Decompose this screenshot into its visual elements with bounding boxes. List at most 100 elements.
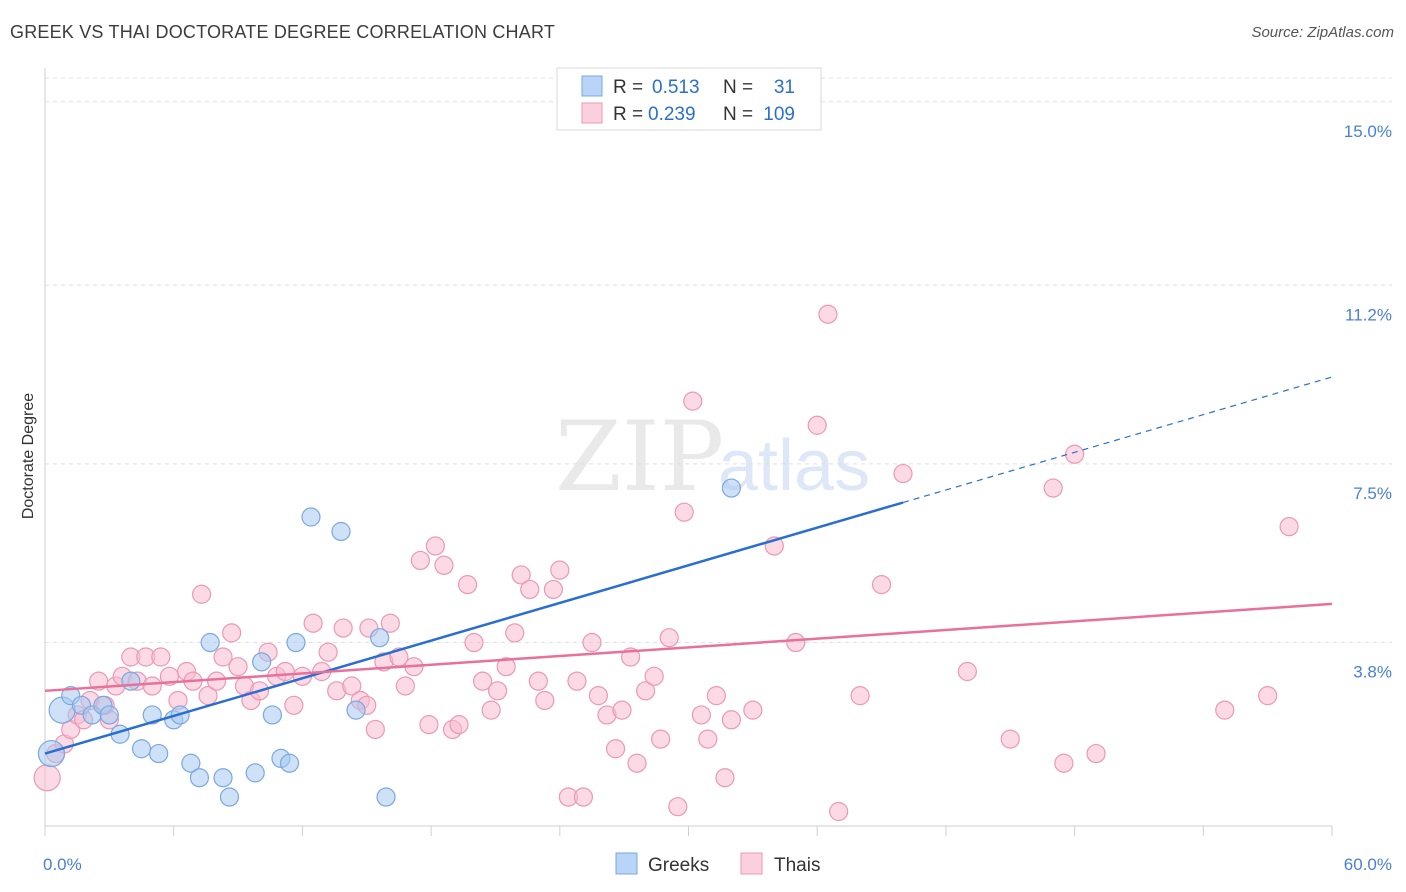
- y-tick-labels: 3.8% 7.5% 11.2% 15.0%: [1344, 122, 1392, 682]
- thai-point-106: [1279, 517, 1299, 537]
- thai-point-89: [721, 710, 742, 730]
- thai-point-70: [573, 787, 593, 807]
- legend-n-value-greeks: 31: [774, 77, 795, 98]
- legend-n-value-thais: 109: [763, 104, 795, 125]
- legend: R = 0.513 N = 31 R = 0.239 N = 109: [556, 67, 822, 131]
- thai-point-57: [472, 671, 493, 691]
- greek-point-17: [213, 768, 233, 788]
- legend-r-value-thais: 0.239: [648, 104, 696, 125]
- grid-lines: [45, 77, 1392, 644]
- watermark-atlas: atlas: [718, 426, 870, 506]
- x-tick-label-max: 60.0%: [1344, 855, 1392, 874]
- y-axis-title: Doctorate Degree: [20, 393, 37, 519]
- greek-point-29: [376, 787, 396, 807]
- thai-point-87: [706, 686, 726, 706]
- thai-point-16: [151, 647, 171, 667]
- greek-point-23: [279, 753, 300, 773]
- greek-point-11: [149, 743, 169, 764]
- greeks-trend-line: [44, 501, 904, 755]
- thai-point-79: [644, 666, 664, 686]
- bottom-legend-swatch-greeks: [615, 852, 638, 875]
- thai-point-82: [668, 797, 688, 817]
- thai-point-95: [829, 801, 849, 822]
- greek-point-24: [286, 632, 306, 653]
- greek-point-30: [721, 478, 742, 498]
- thai-point-102: [1064, 444, 1085, 464]
- thai-point-33: [284, 695, 304, 715]
- thai-point-26: [228, 657, 248, 677]
- greek-point-10: [142, 705, 162, 725]
- bottom-legend-label-greeks: Greeks: [648, 855, 709, 876]
- thai-point-97: [871, 574, 892, 595]
- chart-title: GREEK VS THAI DOCTORATE DEGREE CORRELATI…: [10, 22, 556, 42]
- thai-point-78: [635, 681, 656, 701]
- legend-r-label-thais: R =: [613, 104, 643, 125]
- thais-trend-line: [44, 602, 1333, 693]
- legend-swatch-greeks: [581, 75, 603, 97]
- thai-point-15: [142, 676, 162, 696]
- thai-point-39: [333, 618, 353, 638]
- greek-point-0: [37, 739, 66, 768]
- thai-point-40: [342, 676, 362, 696]
- thai-point-85: [691, 705, 711, 725]
- y-tick-label-2: 11.2%: [1345, 305, 1392, 324]
- thai-point-77: [627, 753, 647, 773]
- thai-point-35: [303, 613, 323, 633]
- thai-point-61: [505, 623, 525, 643]
- thai-point-81: [659, 628, 679, 648]
- thai-point-64: [528, 671, 548, 691]
- greek-point-6: [99, 705, 119, 725]
- source-label: Source: ZipAtlas.com: [1251, 24, 1394, 41]
- trend-lines: [44, 376, 1333, 755]
- greek-point-16: [200, 632, 220, 653]
- greeks-trend-extension: [902, 376, 1333, 504]
- x-tick-label-min: 0.0%: [43, 855, 82, 874]
- legend-swatch-thais: [581, 102, 603, 124]
- thai-point-84: [683, 391, 703, 411]
- watermark: ZIP atlas: [555, 401, 870, 513]
- thai-point-54: [449, 715, 469, 735]
- thai-point-56: [464, 632, 484, 653]
- thai-point-0: [33, 764, 61, 792]
- bottom-legend: Greeks Thais: [615, 852, 820, 876]
- thai-point-101: [1043, 478, 1063, 498]
- thai-point-103: [1086, 743, 1106, 764]
- thai-point-67: [550, 560, 570, 580]
- greek-point-28: [370, 628, 390, 648]
- thai-point-66: [543, 579, 563, 600]
- thai-point-80: [651, 729, 671, 749]
- greek-point-18: [219, 787, 240, 807]
- thai-point-24: [213, 647, 233, 667]
- legend-r-value-greeks: 0.513: [652, 77, 700, 98]
- watermark-zip: ZIP: [555, 401, 724, 513]
- thai-point-21: [191, 584, 212, 604]
- thai-point-52: [434, 555, 454, 575]
- greek-point-9: [131, 739, 152, 759]
- thai-point-65: [535, 690, 555, 711]
- legend-n-label-greeks: N =: [723, 77, 753, 98]
- bottom-legend-swatch-thais: [740, 852, 763, 875]
- thai-point-50: [419, 715, 439, 735]
- thais-series: [33, 304, 1299, 822]
- thai-point-86: [698, 729, 718, 749]
- thai-point-23: [207, 671, 227, 691]
- thai-point-74: [605, 739, 626, 759]
- thai-point-59: [487, 681, 508, 701]
- thai-point-58: [481, 700, 501, 720]
- thai-point-71: [582, 632, 602, 653]
- thai-point-75: [612, 700, 632, 720]
- thai-point-105: [1258, 686, 1278, 706]
- greek-point-25: [301, 507, 321, 527]
- thai-point-96: [850, 686, 870, 706]
- greek-point-27: [346, 700, 366, 720]
- thai-point-100: [1000, 729, 1020, 749]
- thai-point-45: [380, 613, 400, 633]
- thai-point-60: [496, 657, 516, 677]
- greek-point-20: [252, 652, 272, 672]
- greek-point-19: [245, 763, 265, 783]
- y-tick-label-0: 3.8%: [1353, 663, 1392, 682]
- y-tick-label-1: 7.5%: [1353, 484, 1392, 503]
- thai-point-49: [410, 550, 430, 571]
- thai-point-83: [674, 502, 694, 522]
